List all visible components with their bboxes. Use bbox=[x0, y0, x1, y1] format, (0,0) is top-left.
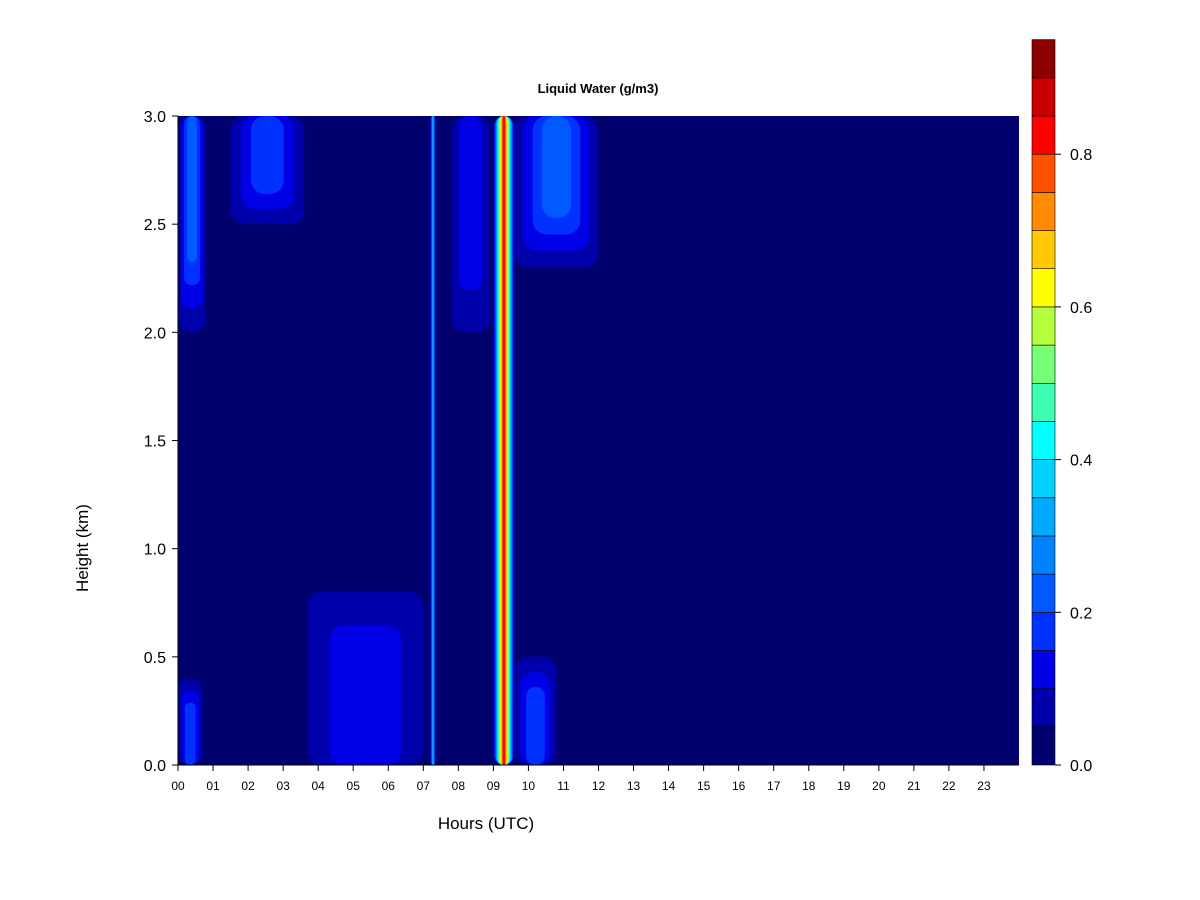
heatmap-feature bbox=[451, 116, 490, 333]
x-tick-label: 23 bbox=[977, 779, 991, 793]
heatmap-cell bbox=[329, 625, 402, 765]
heatmap-feature bbox=[430, 116, 436, 765]
x-tick-label: 06 bbox=[382, 779, 396, 793]
colorbar-tick-label: 0.4 bbox=[1070, 453, 1092, 470]
heatmap-features bbox=[178, 116, 599, 765]
heatmap-cell bbox=[251, 116, 284, 195]
chart-title: Liquid Water (g/m3) bbox=[538, 81, 659, 96]
colorbar-segment bbox=[1031, 77, 1056, 117]
x-tick-label: 14 bbox=[662, 779, 676, 793]
colorbar-segment bbox=[1031, 382, 1056, 422]
heatmap-feature bbox=[230, 116, 305, 225]
heatmap-cell bbox=[541, 116, 572, 219]
x-tick-label: 03 bbox=[276, 779, 290, 793]
x-tick-label: 02 bbox=[241, 779, 255, 793]
colorbar-tick-label: 0.2 bbox=[1070, 605, 1092, 622]
y-axis: 0.0 0.5 1.0 1.5 2.0 2.5 3.0 bbox=[144, 109, 179, 775]
y-tick-label: 0.5 bbox=[144, 650, 166, 667]
x-tick-label: 15 bbox=[697, 779, 711, 793]
colorbar-segment bbox=[1031, 650, 1056, 690]
x-tick-label: 19 bbox=[837, 779, 851, 793]
x-tick-label: 13 bbox=[627, 779, 641, 793]
colorbar-tick-label: 0.6 bbox=[1070, 300, 1092, 317]
heatmap-cell bbox=[458, 116, 483, 291]
colorbar-segment bbox=[1031, 573, 1056, 613]
colorbar-segment bbox=[1031, 192, 1056, 231]
heatmap-cell bbox=[187, 116, 197, 262]
colorbar-tick-label: 0.0 bbox=[1070, 758, 1092, 775]
x-tick-label: 08 bbox=[452, 779, 466, 793]
x-tick-label: 18 bbox=[802, 779, 816, 793]
colorbar-tick-label: 0.8 bbox=[1070, 147, 1092, 164]
x-tick-label: 01 bbox=[206, 779, 220, 793]
x-tick-label: 05 bbox=[347, 779, 361, 793]
colorbar-segment bbox=[1031, 268, 1056, 308]
colorbar-segment bbox=[1031, 306, 1056, 346]
y-axis-label: Height (km) bbox=[73, 504, 92, 592]
x-tick-label: 21 bbox=[907, 779, 921, 793]
x-tick-label: 10 bbox=[522, 779, 536, 793]
x-tick-label: 09 bbox=[487, 779, 501, 793]
x-tick-label: 20 bbox=[872, 779, 886, 793]
y-tick-label: 1.5 bbox=[144, 434, 166, 451]
heatmap-feature bbox=[493, 116, 515, 765]
colorbar-segment bbox=[1031, 421, 1056, 460]
colorbar-segment bbox=[1031, 726, 1056, 766]
heatmap-area bbox=[178, 116, 1019, 765]
colorbar-segment bbox=[1031, 459, 1056, 499]
x-axis-label: Hours (UTC) bbox=[438, 814, 534, 833]
x-tick-label: 16 bbox=[732, 779, 746, 793]
heatmap-feature bbox=[514, 656, 557, 765]
x-tick-label: 07 bbox=[417, 779, 431, 793]
heatmap-feature bbox=[514, 116, 599, 268]
y-tick-label: 3.0 bbox=[144, 109, 166, 126]
colorbar-segment bbox=[1031, 230, 1056, 270]
heatmap-cell bbox=[432, 116, 434, 765]
y-tick-label: 0.0 bbox=[144, 758, 166, 775]
colorbar-segment bbox=[1031, 535, 1056, 575]
colorbar-segment bbox=[1031, 688, 1056, 728]
colorbar-segment bbox=[1031, 344, 1056, 384]
heatmap-feature bbox=[307, 591, 424, 765]
heatmap-cell bbox=[526, 686, 545, 765]
colorbar-segment bbox=[1031, 115, 1056, 155]
heatmap-cell bbox=[184, 702, 196, 765]
x-axis: 00 01 02 03 04 05 06 07 08 09 10 11 12 13 14 15 16 17 18 19… bbox=[171, 764, 1019, 793]
x-tick-label: 11 bbox=[557, 779, 570, 793]
colorbar-segment bbox=[1031, 153, 1056, 193]
x-tick-label: 12 bbox=[592, 779, 606, 793]
heatmap-cell bbox=[502, 116, 505, 765]
colorbar-segment bbox=[1031, 39, 1056, 79]
colorbar: 0.0 0.2 0.4 0.6 0.8 bbox=[1031, 39, 1092, 775]
colorbar-segment bbox=[1031, 611, 1056, 651]
colorbar-segment bbox=[1031, 497, 1056, 537]
y-tick-label: 1.0 bbox=[144, 542, 166, 559]
heatmap-feature bbox=[178, 678, 203, 765]
y-tick-label: 2.5 bbox=[144, 217, 166, 234]
x-tick-label: 22 bbox=[942, 779, 956, 793]
heatmap-feature bbox=[178, 116, 206, 333]
x-tick-label: 00 bbox=[171, 779, 185, 793]
x-tick-label: 17 bbox=[767, 779, 781, 793]
y-tick-label: 2.0 bbox=[144, 325, 166, 342]
x-tick-label: 04 bbox=[311, 779, 325, 793]
